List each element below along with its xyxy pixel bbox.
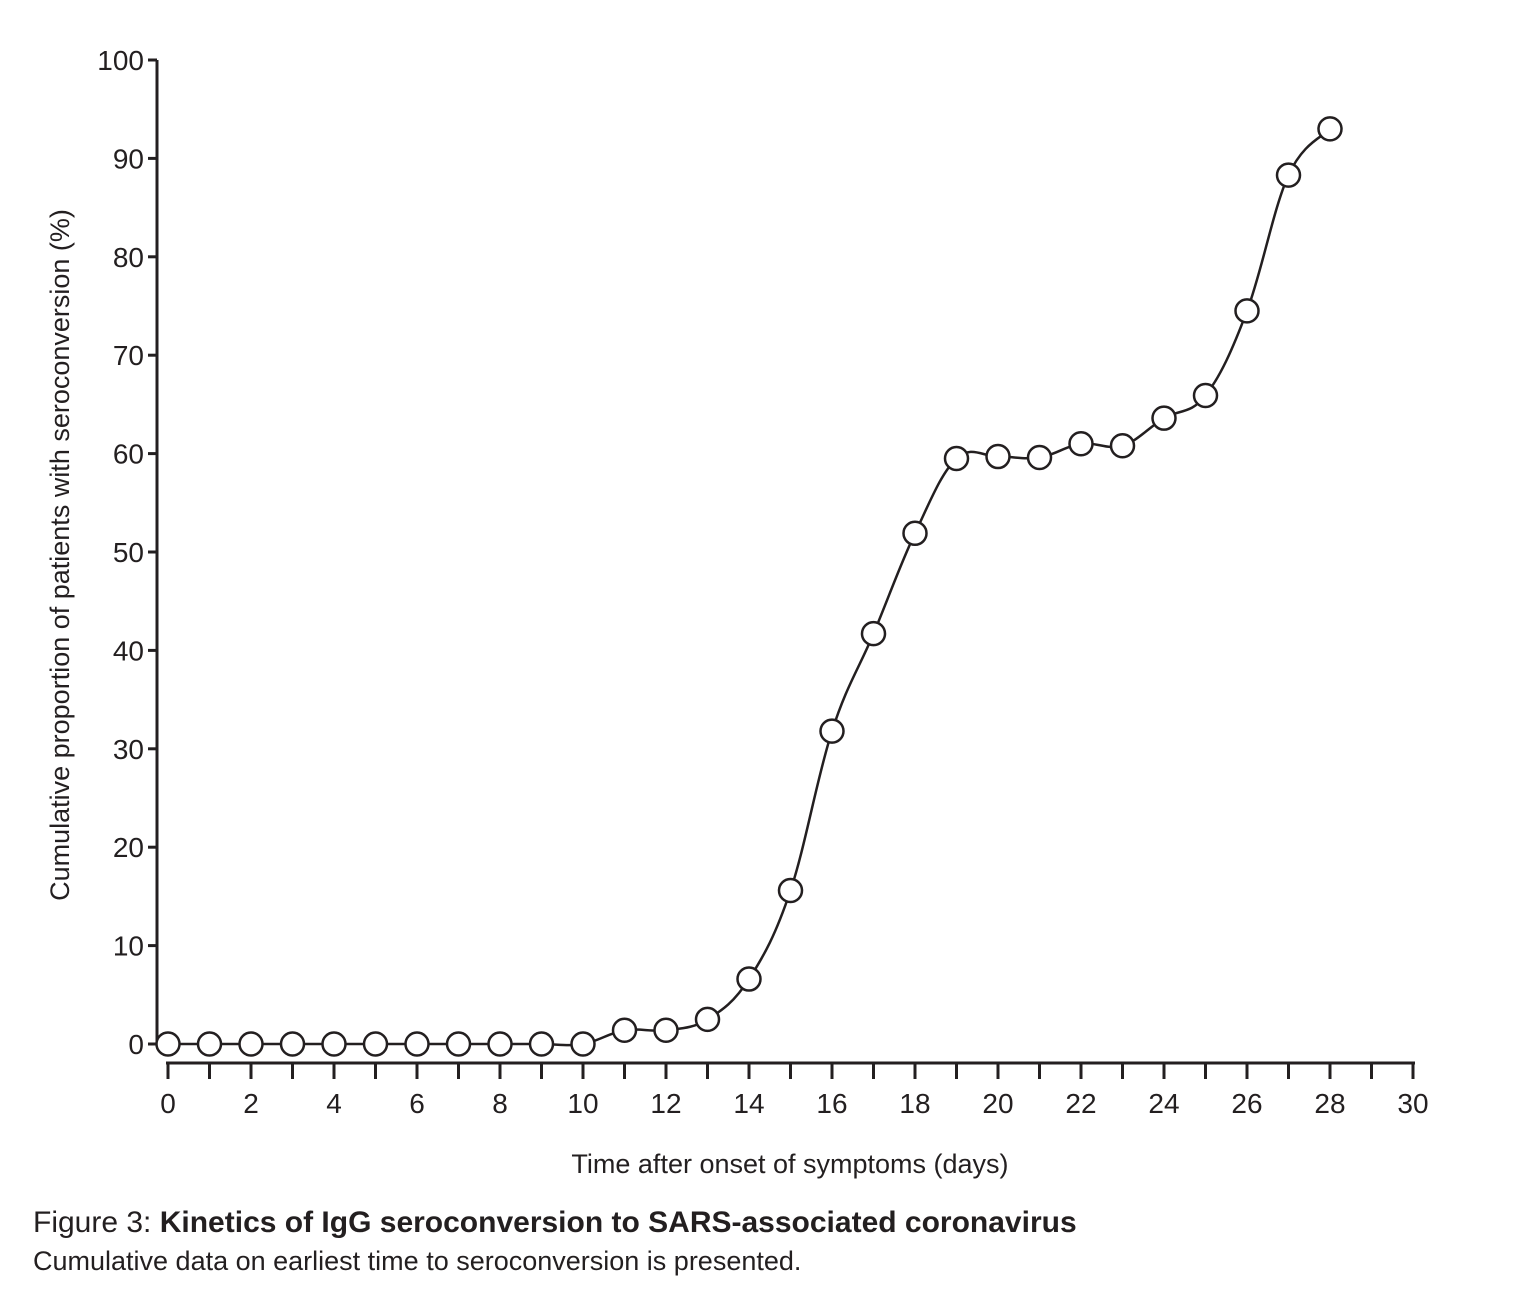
y-tick-label: 90 [113, 143, 144, 174]
x-tick-label: 4 [326, 1088, 342, 1119]
y-tick-label: 100 [97, 45, 144, 76]
data-point [611, 1017, 638, 1043]
data-point [1109, 432, 1136, 459]
data-point [321, 1031, 347, 1057]
y-axis: 0 10 20 30 40 50 60 70 80 90 100 [97, 45, 159, 1060]
data-point [238, 1031, 264, 1057]
x-tick-label: 22 [1065, 1088, 1096, 1119]
data-point [777, 877, 804, 904]
y-tick-label: 40 [113, 635, 144, 666]
data-point [985, 443, 1011, 470]
data-point [1026, 444, 1053, 471]
data-point [196, 1031, 223, 1057]
data-point [902, 520, 928, 547]
data-point [1317, 116, 1343, 142]
y-tick-label: 20 [113, 832, 144, 863]
y-tick-label: 0 [128, 1029, 144, 1060]
x-tick-label: 16 [816, 1088, 847, 1119]
x-tick-label: 6 [409, 1088, 425, 1119]
data-point [528, 1031, 555, 1057]
x-tick-label: 18 [899, 1088, 930, 1119]
x-axis-title: Time after onset of symptoms (days) [571, 1149, 1008, 1179]
data-point [653, 1017, 679, 1043]
x-tick-label: 12 [650, 1088, 681, 1119]
data-point [736, 966, 762, 992]
data-point [1192, 382, 1219, 409]
caption-figure-number: Figure 3: [33, 1206, 160, 1239]
data-point [1151, 405, 1177, 431]
x-axis: 0 2 4 6 8 10 12 14 16 18 20 22 24 26 28 30 [160, 1061, 1429, 1119]
data-point [1068, 431, 1094, 457]
data-point [943, 445, 970, 472]
x-tick-label: 14 [733, 1088, 764, 1119]
x-tick-label: 20 [982, 1088, 1013, 1119]
x-tick-label: 28 [1314, 1088, 1345, 1119]
caption-heading: Figure 3: Kinetics of IgG seroconversion… [33, 1203, 1513, 1243]
data-point [445, 1031, 472, 1057]
data-point [570, 1031, 596, 1057]
data-point [487, 1031, 513, 1057]
data-point [694, 1006, 721, 1033]
data-point [1275, 162, 1302, 188]
data-point [155, 1031, 181, 1057]
x-tick-label: 0 [160, 1088, 176, 1119]
data-point [404, 1031, 430, 1057]
series-layer [155, 116, 1343, 1057]
data-point [860, 620, 887, 647]
y-tick-label: 60 [113, 439, 144, 470]
caption-title: Kinetics of IgG seroconversion to SARS-a… [159, 1206, 1077, 1239]
figure-caption: Figure 3: Kinetics of IgG seroconversion… [33, 1203, 1513, 1279]
series-line [168, 127, 1331, 1047]
x-tick-label: 8 [492, 1088, 508, 1119]
x-tick-label: 30 [1397, 1088, 1428, 1119]
data-point [1234, 298, 1260, 324]
y-tick-label: 50 [113, 537, 144, 568]
y-tick-label: 30 [113, 734, 144, 765]
data-point [819, 718, 845, 744]
caption-subtitle: Cumulative data on earliest time to sero… [33, 1246, 802, 1276]
x-tick-label: 24 [1148, 1088, 1179, 1119]
y-tick-label: 70 [113, 340, 144, 371]
y-axis-title: Cumulative proportion of patients with s… [45, 209, 75, 901]
x-tick-label: 2 [243, 1088, 259, 1119]
y-tick-label: 10 [113, 931, 144, 962]
x-tick-label: 26 [1231, 1088, 1262, 1119]
x-tick-label: 10 [567, 1088, 598, 1119]
data-point [279, 1031, 306, 1057]
data-point [362, 1031, 389, 1057]
y-tick-label: 80 [113, 242, 144, 273]
